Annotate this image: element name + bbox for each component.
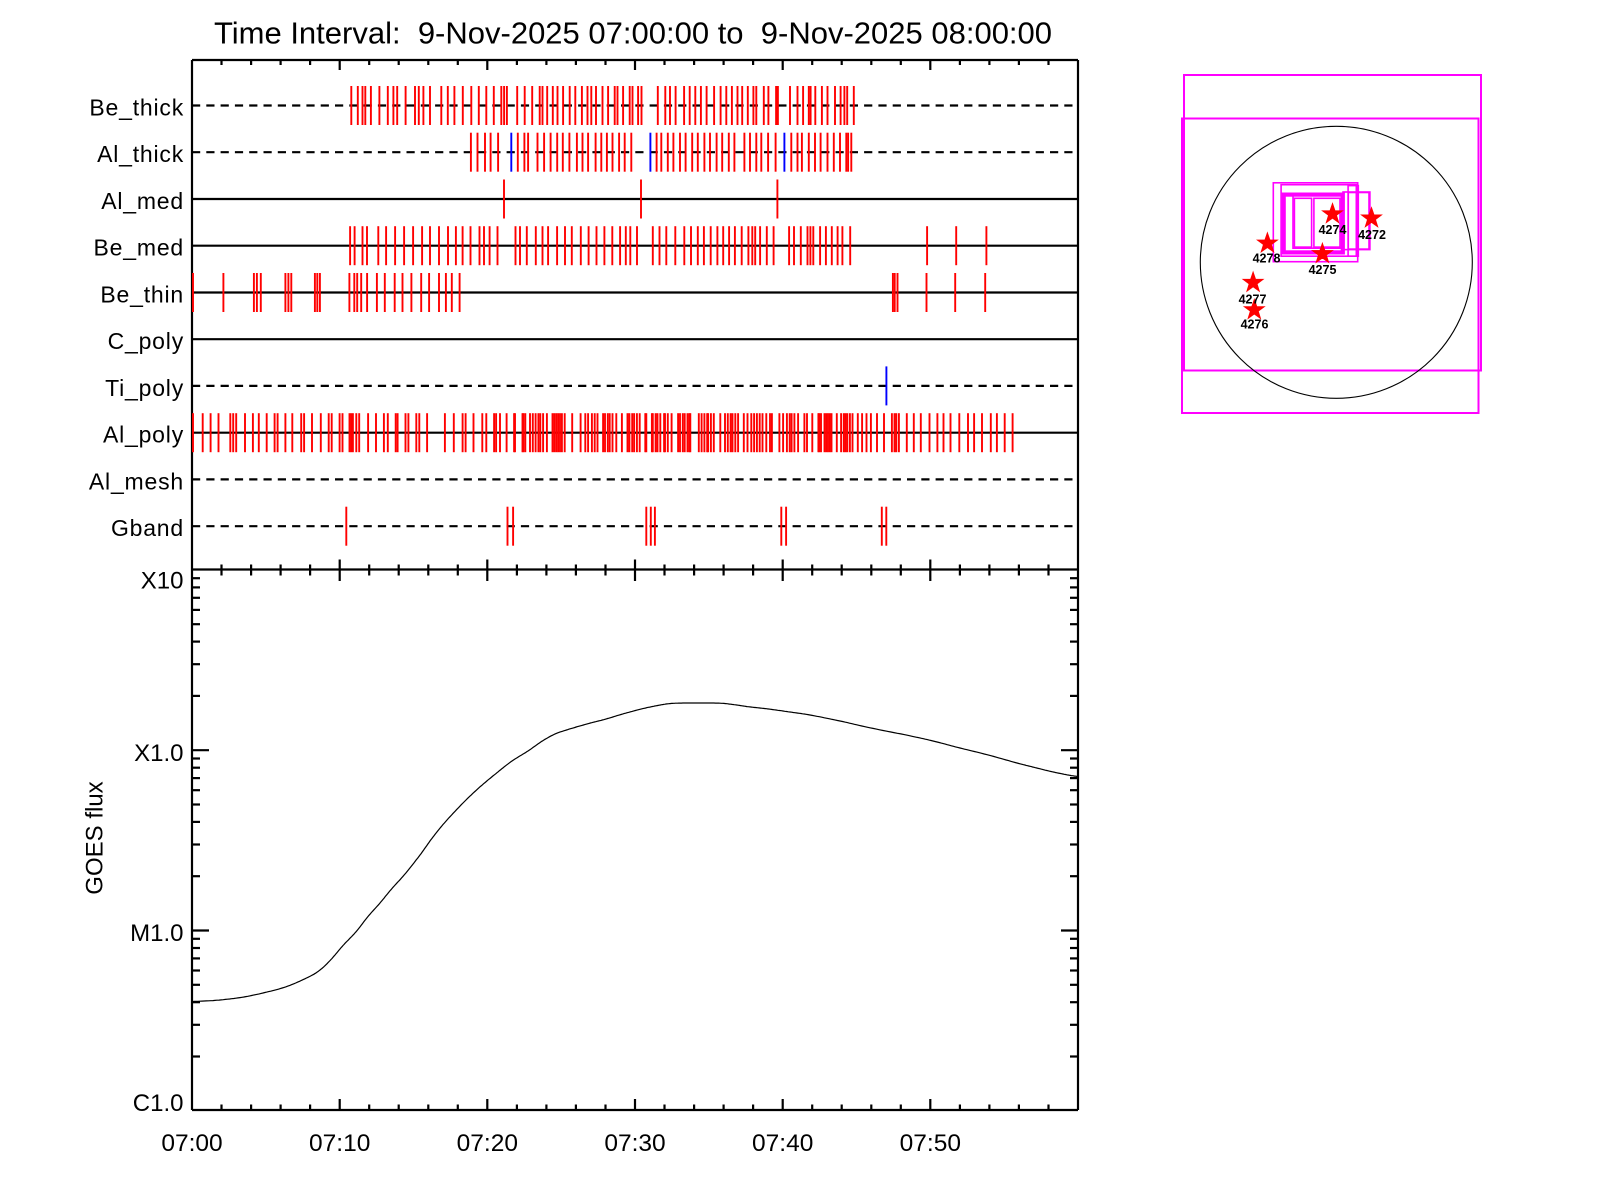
svg-text:07:40: 07:40 bbox=[752, 1130, 813, 1157]
svg-text:Al_mesh: Al_mesh bbox=[89, 468, 184, 494]
svg-text:X10: X10 bbox=[141, 568, 184, 595]
svg-text:Ti_poly: Ti_poly bbox=[105, 375, 184, 401]
svg-text:4272: 4272 bbox=[1358, 228, 1386, 242]
svg-text:Be_med: Be_med bbox=[94, 235, 184, 261]
svg-text:4274: 4274 bbox=[1319, 223, 1347, 237]
svg-text:Al_med: Al_med bbox=[101, 188, 184, 214]
svg-text:Be_thick: Be_thick bbox=[89, 95, 184, 121]
svg-text:Be_thin: Be_thin bbox=[100, 282, 184, 308]
svg-text:4277: 4277 bbox=[1239, 293, 1267, 307]
svg-text:GOES flux: GOES flux bbox=[82, 781, 109, 894]
svg-text:07:10: 07:10 bbox=[309, 1130, 370, 1157]
svg-text:4276: 4276 bbox=[1241, 318, 1269, 332]
svg-text:X1.0: X1.0 bbox=[134, 740, 183, 767]
svg-text:4278: 4278 bbox=[1253, 252, 1281, 266]
svg-text:4275: 4275 bbox=[1309, 263, 1337, 277]
svg-text:Al_poly: Al_poly bbox=[103, 422, 184, 448]
svg-text:M1.0: M1.0 bbox=[130, 920, 183, 947]
svg-text:C_poly: C_poly bbox=[108, 328, 184, 354]
svg-text:07:30: 07:30 bbox=[604, 1130, 665, 1157]
svg-text:Al_thick: Al_thick bbox=[97, 141, 184, 167]
svg-text:Gband: Gband bbox=[111, 515, 184, 541]
svg-text:C1.0: C1.0 bbox=[133, 1090, 184, 1117]
svg-text:07:00: 07:00 bbox=[161, 1130, 222, 1157]
svg-text:Time Interval: 9-Nov-2025 07:: Time Interval: 9-Nov-2025 07:00:00 to 9-… bbox=[214, 16, 1052, 51]
svg-text:07:50: 07:50 bbox=[900, 1130, 961, 1157]
svg-text:07:20: 07:20 bbox=[457, 1130, 518, 1157]
